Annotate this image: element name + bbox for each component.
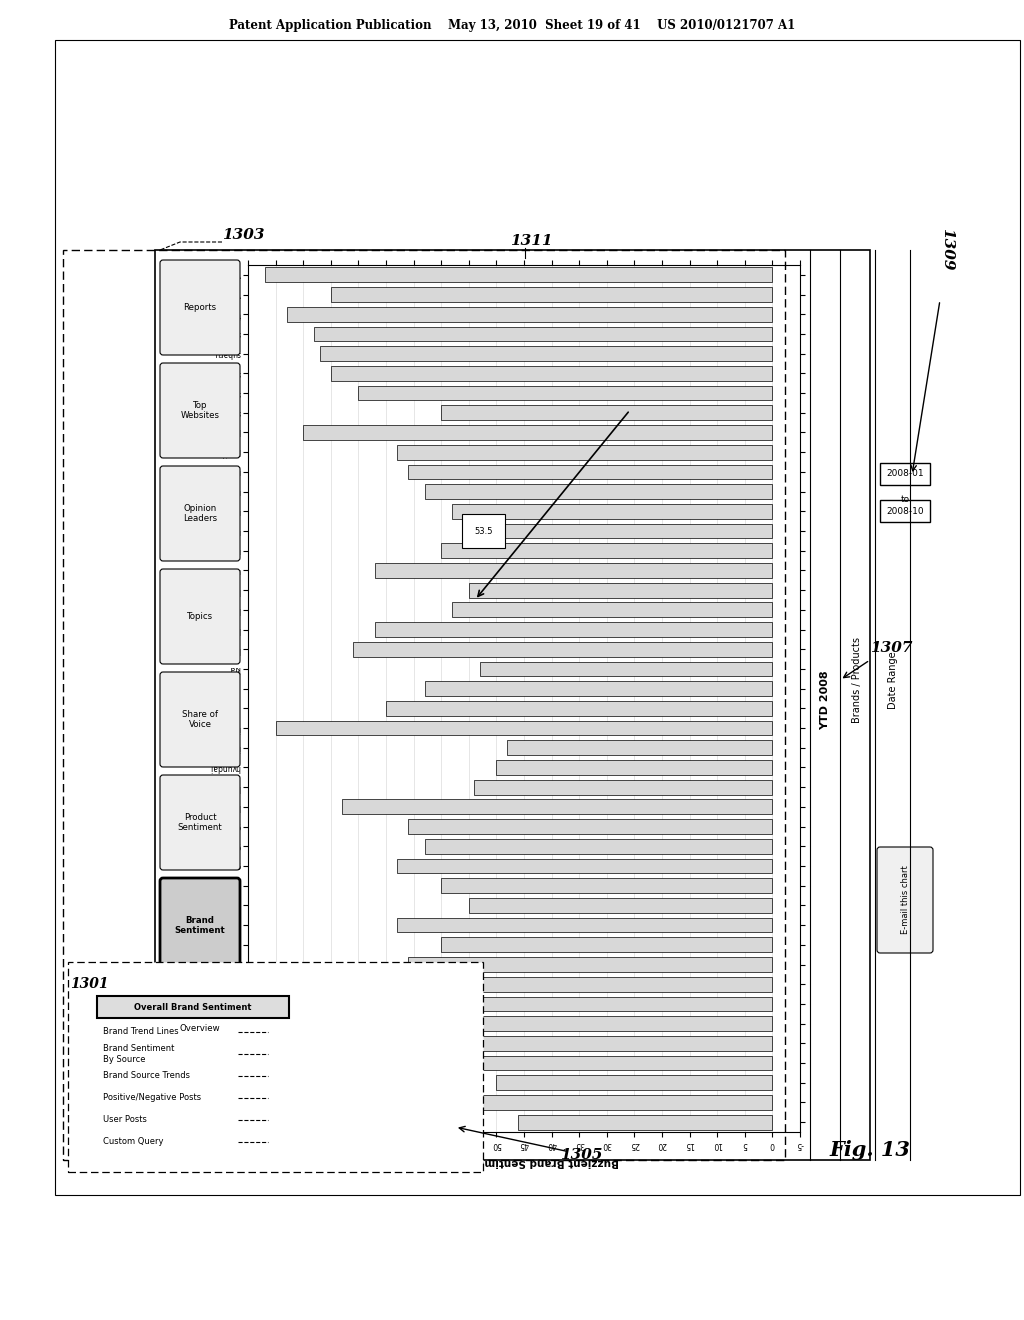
Bar	[409, 820, 772, 834]
Text: 2008-01: 2008-01	[886, 470, 924, 479]
Bar	[441, 544, 772, 558]
Bar	[275, 721, 772, 735]
Bar	[409, 957, 772, 972]
Bar	[441, 405, 772, 420]
Bar	[331, 288, 772, 302]
Text: Opinion
Leaders: Opinion Leaders	[183, 504, 217, 523]
FancyBboxPatch shape	[160, 569, 240, 664]
Bar	[518, 1115, 772, 1130]
Bar	[463, 1056, 772, 1071]
Bar	[425, 484, 772, 499]
Text: Fig. 13: Fig. 13	[829, 1140, 910, 1160]
Bar	[397, 858, 772, 874]
Text: 1307: 1307	[870, 642, 912, 655]
Bar	[880, 463, 930, 484]
Bar	[55, 40, 1020, 1195]
Text: Custom Query: Custom Query	[103, 1138, 164, 1147]
Text: Positive/Negative Posts: Positive/Negative Posts	[103, 1093, 201, 1102]
Bar	[386, 977, 772, 991]
Bar	[68, 962, 483, 1172]
Bar	[63, 249, 785, 1160]
Bar	[358, 385, 772, 400]
Text: 53.5: 53.5	[474, 527, 493, 536]
Bar	[155, 249, 870, 1160]
Text: Overview: Overview	[179, 1024, 220, 1034]
Text: Date Range: Date Range	[888, 651, 898, 709]
Bar	[397, 445, 772, 459]
Bar	[480, 661, 772, 676]
Bar	[342, 1096, 772, 1110]
FancyBboxPatch shape	[160, 466, 240, 561]
Text: 1309: 1309	[940, 227, 954, 271]
Bar	[469, 898, 772, 913]
Text: Overall Brand Sentiment: Overall Brand Sentiment	[134, 1002, 252, 1011]
Bar	[397, 917, 772, 932]
Bar	[425, 681, 772, 696]
Text: 1305: 1305	[560, 1148, 602, 1162]
Bar	[453, 504, 772, 519]
Bar	[463, 1016, 772, 1031]
FancyBboxPatch shape	[160, 775, 240, 870]
Bar	[508, 741, 772, 755]
FancyBboxPatch shape	[160, 363, 240, 458]
Bar	[441, 878, 772, 894]
Bar	[303, 425, 772, 440]
Text: Reports: Reports	[183, 304, 216, 312]
Text: Brand Source Trends: Brand Source Trends	[103, 1072, 190, 1081]
Text: 1303: 1303	[222, 228, 264, 242]
Text: YTD 2008: YTD 2008	[820, 671, 830, 730]
FancyBboxPatch shape	[160, 878, 240, 973]
Text: Brand
Sentiment: Brand Sentiment	[175, 916, 225, 935]
Bar	[386, 701, 772, 715]
Bar	[409, 465, 772, 479]
Bar	[264, 268, 772, 282]
Bar	[453, 997, 772, 1011]
Bar	[469, 582, 772, 598]
Text: Top
Websites: Top Websites	[180, 401, 219, 420]
Bar	[314, 326, 772, 342]
FancyBboxPatch shape	[160, 260, 240, 355]
Bar	[425, 840, 772, 854]
Bar	[453, 602, 772, 618]
Bar	[474, 780, 772, 795]
Text: Brand Trend Lines: Brand Trend Lines	[103, 1027, 178, 1036]
Bar	[319, 346, 772, 362]
Bar	[880, 500, 930, 521]
Bar	[497, 1076, 772, 1090]
Text: Product
Sentiment: Product Sentiment	[177, 813, 222, 832]
Text: Share of
Voice: Share of Voice	[182, 710, 218, 729]
X-axis label: Buzzient Brand Sentiment Index: Buzzient Brand Sentiment Index	[429, 1156, 620, 1167]
Text: E-mail this chart: E-mail this chart	[900, 866, 909, 935]
Text: Brands / Products: Brands / Products	[852, 638, 862, 723]
FancyBboxPatch shape	[160, 672, 240, 767]
Bar	[370, 1036, 772, 1051]
Bar	[375, 622, 772, 638]
Text: Topics: Topics	[187, 612, 213, 620]
Bar	[441, 937, 772, 952]
Text: 1301: 1301	[70, 977, 109, 991]
Text: 1311: 1311	[510, 234, 553, 248]
FancyBboxPatch shape	[160, 981, 240, 1076]
FancyBboxPatch shape	[877, 847, 933, 953]
FancyBboxPatch shape	[97, 997, 289, 1018]
Bar	[477, 524, 772, 539]
Text: Patent Application Publication    May 13, 2010  Sheet 19 of 41    US 2010/012170: Patent Application Publication May 13, 2…	[229, 18, 795, 32]
Text: 2008-10: 2008-10	[886, 507, 924, 516]
Text: Brand Sentiment
By Source: Brand Sentiment By Source	[103, 1044, 174, 1064]
Bar	[342, 800, 772, 814]
Bar	[331, 366, 772, 380]
Text: to: to	[900, 495, 909, 504]
Text: User Posts: User Posts	[103, 1115, 146, 1125]
Bar	[287, 306, 772, 322]
Bar	[375, 564, 772, 578]
Bar	[353, 642, 772, 656]
Bar	[497, 760, 772, 775]
